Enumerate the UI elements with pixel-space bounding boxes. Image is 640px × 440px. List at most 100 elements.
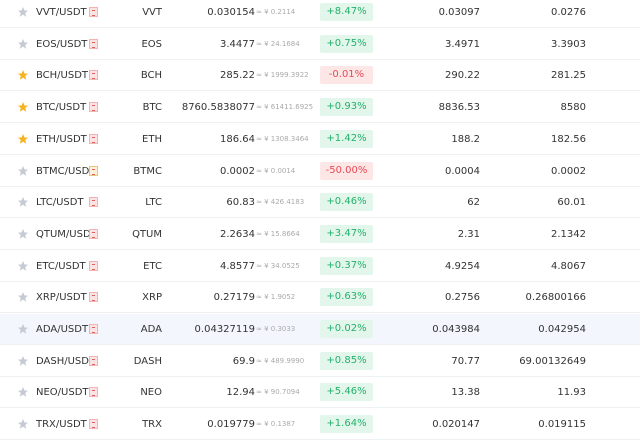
coin-name: VVT	[142, 7, 162, 18]
cny-price: ≈ ¥ 15.8664	[256, 229, 300, 238]
favorite-star[interactable]	[17, 260, 29, 272]
high-price: 62	[467, 197, 480, 209]
market-row[interactable]: ETC/USDT ETC 4.8577 ≈ ¥ 34.0525 +0.37% 4.9254…	[0, 251, 640, 282]
high-price: 4.9254	[445, 260, 480, 272]
pair-name: ETC/USDT	[36, 260, 86, 272]
last-price: 12.94	[226, 387, 255, 399]
pair-badge	[89, 133, 98, 144]
low-price: 60.01	[557, 197, 586, 209]
low-price: 11.93	[557, 387, 586, 399]
coin-name: EOS	[141, 38, 162, 50]
high-price: 70.77	[451, 355, 480, 367]
market-row[interactable]: XRP/USDT XRP 0.27179 ≈ ¥ 1.9052 +0.63% 0.2756…	[0, 282, 640, 314]
market-row[interactable]: TRX/USDT TRX 0.019779 ≈ ¥ 0.1387 +1.64% 0.020…	[0, 409, 640, 440]
change-percent: +0.75%	[320, 34, 373, 53]
market-row[interactable]: DASH/USDT DASH 69.9 ≈ ¥ 489.9990 +0.85% 70.77…	[0, 346, 640, 377]
high-price: 0.043984	[432, 324, 480, 335]
change-percent: +0.63%	[320, 288, 373, 307]
star-shape	[18, 7, 28, 17]
cny-price: ≈ ¥ 0.2114	[256, 8, 296, 16]
low-price: 8580	[560, 102, 586, 114]
pair-badge	[89, 70, 98, 81]
cny-price: ≈ ¥ 1.9052	[256, 293, 296, 302]
low-price: 182.56	[551, 133, 586, 145]
favorite-star[interactable]	[17, 69, 29, 81]
cny-price: ≈ ¥ 426.4183	[256, 198, 305, 207]
coin-name: XRP	[142, 292, 162, 304]
star-shape	[18, 387, 28, 398]
star-shape	[18, 355, 28, 366]
pair-name: ETH/USDT	[36, 133, 87, 145]
high-price: 0.0004	[445, 165, 480, 177]
pair-name: NEO/USDT	[36, 387, 89, 399]
cny-price: ≈ ¥ 34.0525	[256, 261, 300, 270]
market-row[interactable]: NEO/USDT NEO 12.94 ≈ ¥ 90.7094 +5.46% 13.38 11…	[0, 377, 640, 409]
favorite-star[interactable]	[17, 228, 29, 240]
pair-name: BTC/USDT	[36, 102, 87, 114]
market-row[interactable]: BTMC/USDT BTMC 0.0002 ≈ ¥ 0.0014 -50.00% 0.00…	[0, 156, 640, 187]
change-percent: +3.47%	[320, 224, 373, 243]
pair-badge	[89, 165, 98, 176]
change-percent: -50.00%	[320, 161, 373, 180]
star-shape	[18, 165, 28, 176]
market-row[interactable]: ETH/USDT ETH 186.64 ≈ ¥ 1308.3464 +1.42% 188.…	[0, 124, 640, 155]
pair-name: LTC/USDT	[36, 197, 84, 209]
pair-badge	[89, 387, 98, 398]
favorite-star[interactable]	[17, 386, 29, 398]
favorite-star[interactable]	[17, 323, 29, 335]
market-row[interactable]: ADA/USDT ADA 0.04327119 ≈ ¥ 0.3033 +0.02% 0.0…	[0, 314, 640, 345]
change-percent: -0.01%	[320, 66, 373, 85]
change-percent: +1.64%	[320, 415, 373, 434]
market-row[interactable]: VVT/USDT VVT 0.030154 ≈ ¥ 0.2114 +8.47% 0.030…	[0, 0, 640, 28]
market-row[interactable]: LTC/USDT LTC 60.83 ≈ ¥ 426.4183 +0.46% 62 60.0…	[0, 187, 640, 219]
favorite-star[interactable]	[17, 101, 29, 113]
market-row[interactable]: BCH/USDT BCH 285.22 ≈ ¥ 1999.3922 -0.01% 290.…	[0, 60, 640, 92]
star-shape	[18, 133, 28, 144]
last-price: 0.019779	[207, 419, 255, 431]
star-shape	[18, 228, 28, 239]
coin-name: BTMC	[133, 165, 162, 177]
favorite-star[interactable]	[17, 291, 29, 303]
favorite-star[interactable]	[17, 355, 29, 367]
pair-name: ADA/USDT	[36, 324, 89, 335]
coin-name: BCH	[140, 70, 162, 82]
pair-badge	[89, 197, 98, 208]
low-price: 0.019115	[538, 419, 586, 431]
pair-name: XRP/USDT	[36, 292, 87, 304]
coin-name: QTUM	[132, 228, 162, 240]
change-percent: +0.93%	[320, 98, 373, 117]
favorite-star[interactable]	[17, 196, 29, 208]
pair-name: QTUM/USDT	[36, 228, 97, 240]
last-price: 8760.5838077	[181, 102, 255, 114]
low-price: 69.00132649	[519, 355, 586, 367]
market-row[interactable]: BTC/USDT BTC 8760.5838077 ≈ ¥ 61411.6925 +0.…	[0, 92, 640, 124]
low-price: 4.8067	[551, 260, 586, 272]
coin-name: ETC	[143, 260, 162, 272]
favorite-star[interactable]	[17, 133, 29, 145]
low-price: 0.0002	[551, 165, 586, 177]
high-price: 290.22	[445, 70, 480, 82]
last-price: 186.64	[220, 133, 255, 145]
pair-badge	[89, 419, 98, 430]
cny-price: ≈ ¥ 489.9990	[256, 356, 305, 365]
change-percent: +0.02%	[320, 320, 373, 338]
favorite-star[interactable]	[17, 418, 29, 430]
favorite-star[interactable]	[17, 6, 29, 18]
change-percent: +0.85%	[320, 351, 373, 370]
star-shape	[18, 419, 28, 429]
market-row[interactable]: EOS/USDT EOS 3.4477 ≈ ¥ 24.1684 +0.75% 3.4971…	[0, 29, 640, 60]
pair-badge	[89, 355, 98, 366]
low-price: 3.3903	[551, 38, 586, 50]
favorite-star[interactable]	[17, 38, 29, 50]
market-row[interactable]: QTUM/USDT QTUM 2.2634 ≈ ¥ 15.8664 +3.47% 2.31…	[0, 219, 640, 250]
change-percent: +0.37%	[320, 256, 373, 275]
pair-badge	[89, 7, 98, 17]
high-price: 0.2756	[445, 292, 480, 304]
low-price: 2.1342	[551, 228, 586, 240]
high-price: 0.020147	[432, 419, 480, 431]
cny-price: ≈ ¥ 0.1387	[256, 420, 296, 429]
change-percent: +8.47%	[320, 3, 373, 21]
favorite-star[interactable]	[17, 165, 29, 177]
change-percent: +0.46%	[320, 193, 373, 212]
